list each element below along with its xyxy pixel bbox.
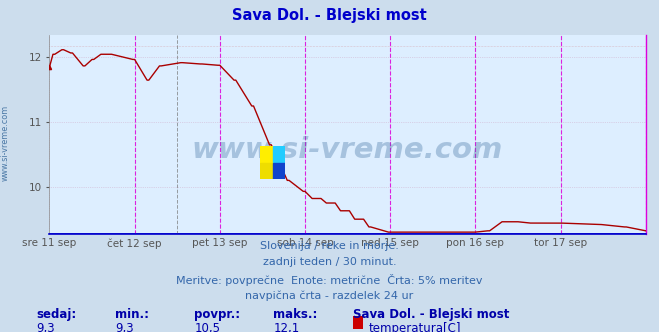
- Text: temperatura[C]: temperatura[C]: [369, 322, 461, 332]
- Text: 12,1: 12,1: [273, 322, 300, 332]
- Bar: [260, 146, 273, 163]
- Text: sedaj:: sedaj:: [36, 308, 76, 321]
- Text: maks.:: maks.:: [273, 308, 318, 321]
- Text: min.:: min.:: [115, 308, 150, 321]
- Bar: [273, 146, 285, 163]
- Text: Slovenija / reke in morje.: Slovenija / reke in morje.: [260, 241, 399, 251]
- Text: zadnji teden / 30 minut.: zadnji teden / 30 minut.: [263, 257, 396, 267]
- Bar: [260, 163, 273, 179]
- Text: Sava Dol. - Blejski most: Sava Dol. - Blejski most: [232, 8, 427, 23]
- Bar: [273, 163, 285, 179]
- Text: navpična črta - razdelek 24 ur: navpična črta - razdelek 24 ur: [245, 290, 414, 301]
- Text: Meritve: povprečne  Enote: metrične  Črta: 5% meritev: Meritve: povprečne Enote: metrične Črta:…: [176, 274, 483, 286]
- Text: 10,5: 10,5: [194, 322, 220, 332]
- Text: 9,3: 9,3: [36, 322, 55, 332]
- Text: www.si-vreme.com: www.si-vreme.com: [1, 105, 10, 181]
- Text: povpr.:: povpr.:: [194, 308, 241, 321]
- Text: www.si-vreme.com: www.si-vreme.com: [192, 136, 503, 164]
- Text: 9,3: 9,3: [115, 322, 134, 332]
- Text: Sava Dol. - Blejski most: Sava Dol. - Blejski most: [353, 308, 509, 321]
